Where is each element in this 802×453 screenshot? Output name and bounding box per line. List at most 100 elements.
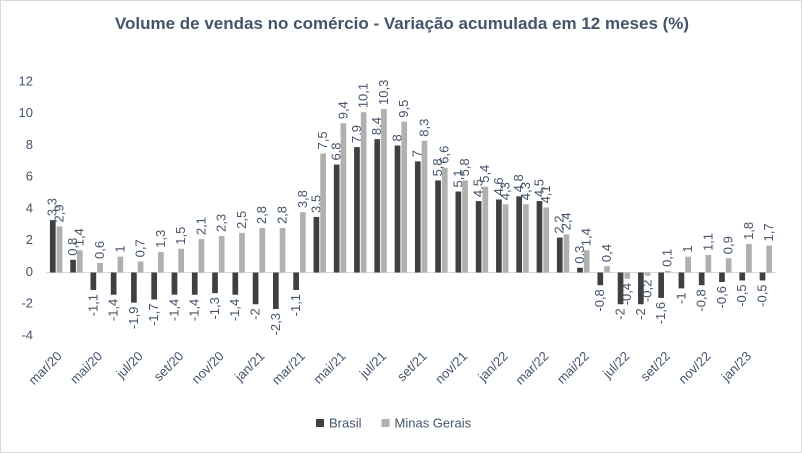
data-label: -1,1	[85, 294, 100, 316]
data-label: 4,8	[511, 174, 526, 192]
data-label: 8,3	[416, 119, 431, 137]
x-tick-label: nov/20	[189, 348, 227, 386]
bar	[232, 272, 239, 295]
bar	[191, 272, 198, 295]
y-tick-label: -4	[21, 327, 33, 342]
data-label: 1	[112, 245, 127, 252]
bar	[496, 199, 502, 273]
bar	[441, 167, 448, 273]
data-label: -1,4	[187, 299, 202, 321]
data-label: 5,8	[430, 158, 445, 176]
x-tick-label: jul/20	[113, 348, 146, 381]
bar	[252, 272, 259, 305]
bar	[536, 201, 543, 273]
bar	[638, 272, 644, 305]
data-label: -1,1	[288, 294, 303, 316]
bar	[577, 267, 583, 273]
bar	[556, 237, 563, 273]
data-label: 6,8	[329, 142, 344, 160]
x-tick-label: jan/21	[231, 348, 267, 384]
bar	[198, 239, 205, 273]
data-label: 7	[410, 150, 425, 157]
bar	[759, 272, 766, 281]
legend-swatch	[381, 419, 390, 427]
bar	[401, 121, 408, 273]
data-label: 1,4	[579, 228, 594, 246]
data-label: 0,4	[599, 244, 614, 262]
x-tick-label: jan/22	[474, 348, 510, 384]
bar	[698, 272, 705, 286]
bar	[320, 153, 326, 273]
data-label: 5,1	[450, 169, 465, 187]
data-label: 1,1	[700, 233, 715, 251]
data-label: 0,6	[92, 241, 107, 259]
bar	[158, 251, 164, 273]
data-label: 4,3	[518, 182, 533, 200]
data-label: -0,2	[639, 280, 654, 302]
bar	[725, 258, 732, 273]
data-label: -2	[633, 308, 648, 320]
bar	[259, 228, 266, 273]
data-label: 2,8	[254, 206, 269, 224]
data-label: 8	[389, 134, 404, 141]
bar	[151, 272, 158, 300]
bar	[705, 255, 712, 273]
x-tick-label: nov/22	[675, 348, 713, 386]
data-label: 4,5	[531, 179, 546, 197]
data-label: -0,6	[714, 286, 729, 308]
bar	[117, 256, 124, 273]
bar	[279, 228, 286, 273]
data-label: 0,8	[65, 238, 80, 256]
data-label: -1,3	[207, 297, 222, 319]
bar	[90, 272, 97, 290]
bar	[171, 272, 178, 295]
data-label: -0,4	[619, 283, 634, 305]
data-label: 2,1	[193, 217, 208, 235]
x-tick-label: nov/21	[432, 348, 470, 386]
bar	[414, 161, 421, 273]
bar	[293, 272, 299, 290]
bar	[583, 250, 590, 273]
bar	[624, 272, 631, 279]
data-label: 1,7	[761, 223, 776, 241]
data-label: 8,4	[369, 117, 384, 135]
data-label: 0,1	[660, 249, 675, 267]
data-label: -0,5	[734, 284, 749, 306]
data-label: -2,3	[268, 313, 283, 335]
bar	[739, 272, 746, 281]
data-label: 3,5	[308, 195, 323, 213]
data-label: 2,9	[51, 204, 66, 222]
bar	[97, 262, 103, 273]
data-label: 2,4	[558, 212, 573, 230]
bar	[597, 272, 604, 286]
data-label: 10,3	[376, 80, 391, 105]
bar	[110, 272, 117, 295]
data-label: -1,7	[146, 303, 161, 325]
x-tick-label: mai/22	[554, 348, 592, 386]
data-label: -2	[613, 308, 628, 320]
bar	[685, 256, 691, 273]
bar	[604, 266, 610, 273]
x-tick-label: jan/23	[718, 348, 754, 384]
bar	[516, 196, 523, 273]
bar	[475, 201, 482, 273]
data-label: 2,8	[274, 206, 289, 224]
bar	[178, 248, 184, 273]
bar	[333, 164, 340, 273]
x-tick-label: jul/22	[599, 348, 632, 381]
bar	[563, 234, 570, 273]
data-label: 4,5	[471, 179, 486, 197]
bar	[664, 270, 671, 273]
data-label: 4,6	[491, 177, 506, 195]
bar	[76, 250, 83, 273]
x-tick-label: set/22	[637, 348, 673, 384]
bar	[543, 207, 549, 273]
data-label: 1	[680, 245, 695, 252]
y-tick-label: 6	[26, 169, 33, 184]
bar	[381, 108, 387, 273]
y-tick-label: 8	[26, 137, 33, 152]
bar	[502, 204, 509, 273]
bar	[313, 216, 320, 273]
chart-title: Volume de vendas no comércio - Variação …	[114, 14, 690, 33]
